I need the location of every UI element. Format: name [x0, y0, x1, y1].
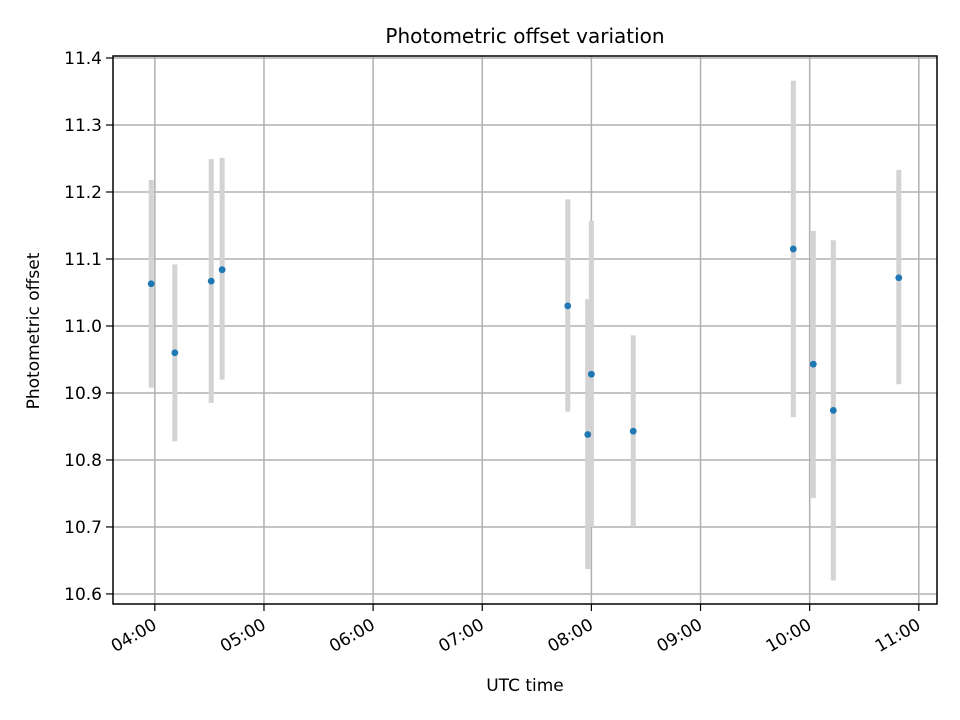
y-tick-label: 10.7: [64, 518, 102, 538]
data-point: [895, 274, 903, 282]
chart-title: Photometric offset variation: [385, 24, 664, 48]
data-point: [629, 427, 637, 435]
y-tick-label: 11.0: [64, 317, 102, 337]
x-tick-label: 06:00: [326, 615, 378, 657]
data-point: [147, 280, 155, 288]
data-point: [171, 349, 179, 357]
data-point: [584, 431, 592, 438]
y-tick-label: 11.3: [64, 116, 102, 136]
x-tick-label: 08:00: [544, 615, 596, 657]
x-tick-label: 05:00: [217, 615, 269, 657]
data-point: [587, 370, 595, 378]
x-tick-label: 09:00: [654, 615, 706, 657]
data-point: [564, 302, 572, 310]
y-axis-ticks: 10.6 10.7 10.8 10.9 11.0 11.1 11.2 11.3 11.4: [64, 49, 113, 605]
data-point: [207, 277, 215, 285]
data-point: [829, 406, 837, 414]
x-tick-label: 07:00: [435, 615, 487, 657]
data-points: [147, 245, 903, 438]
y-axis-label: Photometric offset: [24, 252, 44, 409]
data-point: [218, 266, 226, 274]
x-axis-ticks: 04:00 05:00 06:00 07:00 08:00 09:00 10:00 11:00: [108, 604, 924, 657]
x-axis-label: UTC time: [486, 676, 564, 696]
y-tick-label: 11.1: [64, 250, 102, 270]
y-tick-label: 10.9: [64, 384, 102, 404]
y-tick-label: 10.6: [64, 585, 102, 605]
grid-lines: [113, 56, 937, 604]
plot-frame: [112, 55, 938, 605]
y-tick-label: 10.8: [64, 451, 102, 471]
x-tick-label: 10:00: [763, 615, 815, 657]
x-tick-label: 04:00: [108, 615, 160, 657]
data-point: [809, 360, 817, 368]
y-tick-label: 11.2: [64, 183, 102, 203]
y-tick-label: 11.4: [64, 49, 102, 69]
x-tick-label: 11:00: [872, 615, 924, 657]
data-point: [789, 245, 797, 253]
